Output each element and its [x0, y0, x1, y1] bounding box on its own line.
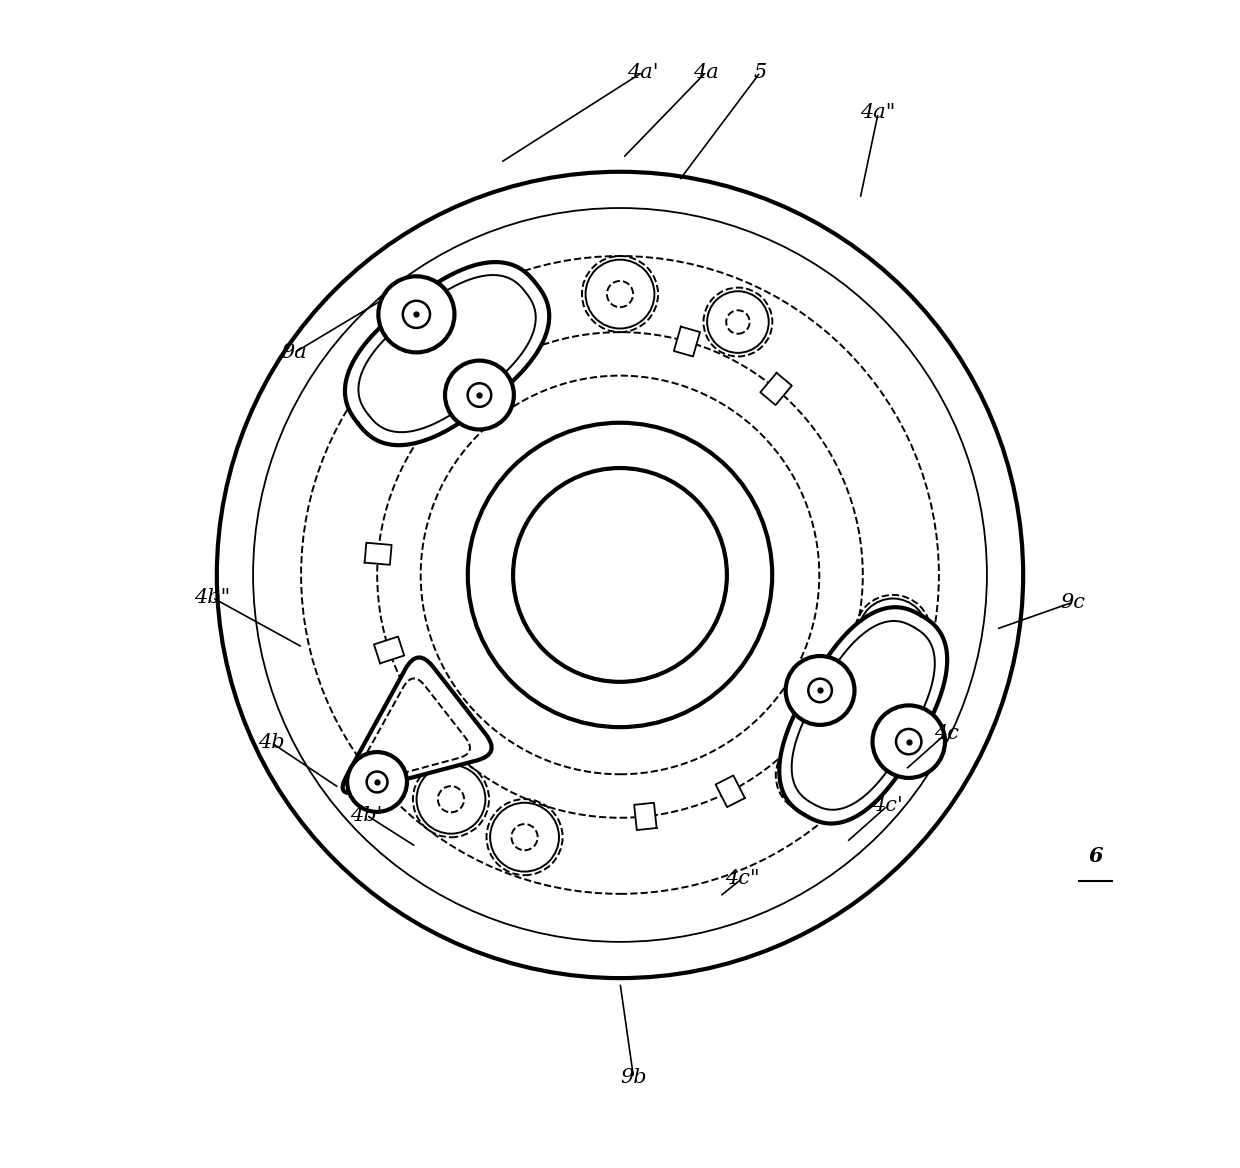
Circle shape: [897, 729, 921, 755]
Text: 4a: 4a: [693, 63, 719, 82]
Text: 4c: 4c: [934, 724, 959, 743]
Circle shape: [445, 361, 513, 430]
Text: 9c: 9c: [1060, 592, 1085, 612]
Circle shape: [467, 383, 491, 406]
Circle shape: [780, 742, 848, 811]
Polygon shape: [791, 621, 935, 809]
Polygon shape: [345, 262, 549, 445]
Circle shape: [707, 291, 769, 353]
Circle shape: [858, 598, 928, 667]
Circle shape: [378, 277, 455, 353]
Text: 9a: 9a: [281, 343, 306, 362]
Circle shape: [417, 765, 485, 834]
Polygon shape: [365, 543, 392, 565]
Circle shape: [490, 802, 559, 871]
Text: 4b': 4b': [350, 806, 382, 825]
Polygon shape: [358, 274, 536, 432]
Text: 5: 5: [754, 63, 768, 82]
Text: 4b: 4b: [258, 734, 284, 752]
Circle shape: [347, 752, 407, 812]
Text: 4b": 4b": [195, 589, 231, 607]
Polygon shape: [715, 776, 745, 807]
Circle shape: [367, 772, 387, 792]
Text: 6: 6: [1089, 846, 1102, 865]
Text: 4c': 4c': [872, 797, 903, 815]
Circle shape: [403, 301, 430, 328]
Polygon shape: [760, 373, 792, 405]
Polygon shape: [779, 607, 947, 823]
Polygon shape: [673, 327, 701, 356]
Text: 9b: 9b: [620, 1069, 647, 1087]
Text: 4a": 4a": [861, 104, 895, 123]
Polygon shape: [634, 802, 657, 830]
Circle shape: [585, 259, 655, 328]
Text: 4c": 4c": [725, 869, 760, 888]
Circle shape: [786, 656, 854, 725]
Circle shape: [873, 705, 945, 778]
Text: 4a': 4a': [627, 63, 658, 82]
Circle shape: [808, 679, 832, 702]
Polygon shape: [374, 637, 404, 663]
PathPatch shape: [342, 658, 491, 793]
